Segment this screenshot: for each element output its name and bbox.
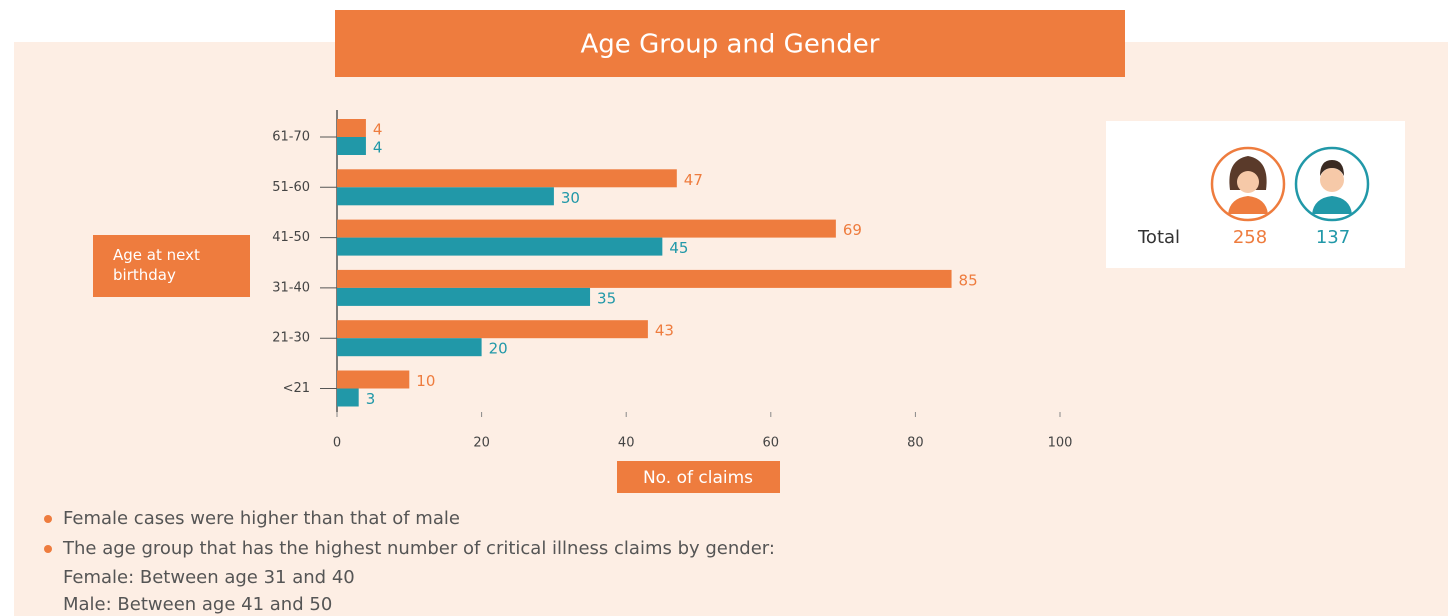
x-tick-label: 80: [907, 436, 924, 451]
female-total: 258: [1233, 227, 1267, 248]
y-tick-label: 21-30: [272, 331, 310, 346]
y-label-wrap: Age at next birthday: [113, 245, 243, 295]
bar-label: 43: [655, 322, 674, 340]
x-tick-label: 0: [333, 436, 341, 451]
bar-label: 3: [366, 390, 376, 408]
note: The age group that has the highest numbe…: [62, 538, 775, 559]
bar: [337, 338, 482, 356]
bar-label: 47: [684, 171, 703, 189]
bar-label: 69: [843, 221, 862, 239]
x-axis-label: No. of claims: [643, 468, 753, 488]
x-tick-label: 20: [473, 436, 490, 451]
male-total: 137: [1316, 227, 1350, 248]
bar: [337, 187, 554, 205]
male-icon: [1296, 148, 1368, 220]
bar: [337, 238, 662, 256]
bar: [337, 137, 366, 155]
x-tick-label: 100: [1048, 436, 1073, 451]
chart-title: Age Group and Gender: [581, 30, 880, 60]
female-icon: [1212, 148, 1284, 220]
bar: [337, 371, 409, 389]
totals-label: Total: [1137, 227, 1180, 248]
y-tick-label: 31-40: [272, 280, 310, 295]
bar-label: 10: [416, 372, 435, 390]
bar: [337, 270, 952, 288]
bar-label: 4: [373, 121, 383, 139]
bar: [337, 320, 648, 338]
bar-label: 35: [597, 289, 616, 307]
bar: [337, 220, 836, 238]
bar-label: 20: [489, 340, 508, 358]
bar-label: 85: [959, 271, 978, 289]
note-line: Male: Between age 41 and 50: [63, 594, 332, 615]
bar: [337, 119, 366, 137]
bullet: [44, 545, 52, 553]
bar: [337, 288, 590, 306]
bullet: [44, 515, 52, 523]
note: Female cases were higher than that of ma…: [63, 508, 460, 529]
bar: [337, 389, 359, 407]
x-tick-label: 60: [763, 436, 780, 451]
y-tick-label: 61-70: [272, 130, 310, 145]
bar-label: 30: [561, 189, 580, 207]
y-tick-label: 51-60: [272, 180, 310, 195]
bar-label: 45: [669, 239, 688, 257]
y-axis-label: Age at next birthday: [113, 245, 231, 285]
bar-label: 4: [373, 139, 383, 157]
bar: [337, 169, 677, 187]
note-line: Female: Between age 31 and 40: [63, 567, 355, 588]
x-tick-label: 40: [618, 436, 635, 451]
y-tick-label: <21: [283, 381, 310, 396]
infographic: Age Group and Gender Age at next birthda…: [0, 0, 1448, 616]
y-tick-label: 41-50: [272, 230, 310, 245]
